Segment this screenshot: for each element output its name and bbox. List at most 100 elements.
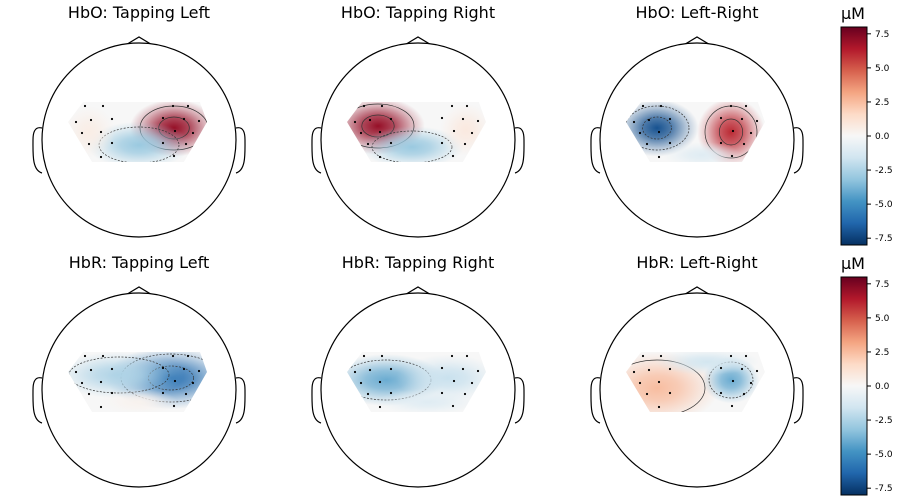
sensor-marker	[89, 368, 93, 372]
sensor-marker	[470, 381, 474, 385]
sensor-marker	[719, 366, 723, 370]
topomap-image	[626, 102, 765, 162]
left-ear-outline	[311, 127, 322, 174]
sensor-marker	[110, 117, 114, 121]
sensor-marker	[440, 366, 444, 370]
left-ear-outline	[590, 127, 601, 174]
colorbar-tick-label: 2.5	[875, 348, 889, 358]
right-ear-outline	[514, 127, 525, 174]
sensor-marker	[87, 142, 91, 146]
panel-title: HbR: Tapping Right	[342, 253, 495, 272]
colorbar-tick-label: 7.5	[875, 30, 889, 40]
sensor-marker	[74, 120, 78, 124]
sensor-marker	[641, 354, 645, 358]
contour-line	[98, 126, 180, 162]
sensor-marker	[731, 379, 735, 383]
sensor-marker	[378, 405, 382, 409]
sensor-marker	[668, 141, 672, 145]
colorbar-tick-label: -2.5	[875, 166, 893, 176]
topomap-panel: HbR: Tapping Right	[311, 253, 525, 488]
colorbar-tick-label: 5.0	[875, 64, 890, 74]
left-ear-outline	[311, 377, 322, 424]
sensor-marker	[378, 155, 382, 159]
sensor-marker	[83, 354, 87, 358]
right-ear-outline	[793, 127, 804, 174]
sensor-marker	[647, 368, 651, 372]
sensor-marker	[729, 104, 733, 108]
sensor-marker	[744, 354, 748, 358]
colorbar: µM 7.5 5.0 2.5 0.0 -2.5 -5.0 -7.5	[840, 4, 893, 246]
contour-line	[718, 118, 744, 146]
colorbar-tick-label: 2.5	[875, 98, 889, 108]
left-ear-outline	[32, 127, 43, 174]
right-ear-outline	[514, 377, 525, 424]
sensor-marker	[184, 392, 188, 396]
colorbar-tick-label: -7.5	[875, 234, 893, 244]
sensor-marker	[110, 367, 114, 371]
sensor-marker	[668, 117, 672, 121]
sensor-marker	[161, 366, 165, 370]
panel-title: HbR: Left-Right	[636, 253, 757, 272]
activation-blob	[663, 142, 741, 162]
sensor-marker	[101, 354, 105, 358]
contour-line	[626, 105, 690, 151]
sensor-marker	[80, 381, 84, 385]
sensor-marker	[749, 381, 753, 385]
activation-blob	[68, 352, 184, 399]
sensor-marker	[657, 380, 661, 384]
sensor-marker	[89, 118, 93, 122]
colorbar-bar	[840, 26, 868, 246]
sensor-marker	[362, 104, 366, 108]
sensor-marker	[173, 129, 177, 133]
sensor-marker	[659, 354, 663, 358]
colorbar-unit: µM	[841, 4, 865, 23]
activation-blob	[376, 389, 480, 412]
sensor-marker	[657, 155, 661, 159]
sensor-marker	[389, 117, 393, 121]
sensor-marker	[452, 379, 456, 383]
sensor-marker	[389, 141, 393, 145]
sensor-marker	[110, 141, 114, 145]
sensor-marker	[368, 118, 372, 122]
sensor-marker	[476, 369, 480, 373]
colorbar-tick-label: 5.0	[875, 314, 890, 324]
topomap-panel: HbR: Tapping Left	[32, 253, 246, 488]
topomap-image	[347, 102, 486, 162]
colorbar-bar	[840, 276, 868, 496]
sensor-marker	[161, 391, 165, 395]
sensor-marker	[740, 367, 744, 371]
sensor-marker	[101, 104, 105, 108]
topomap-image	[68, 102, 207, 162]
sensor-marker	[378, 380, 382, 384]
sensor-marker	[440, 116, 444, 120]
colorbar-tick-label: 0.0	[875, 382, 890, 392]
sensor-marker	[380, 354, 384, 358]
sensor-marker	[730, 404, 734, 408]
sensor-marker	[470, 131, 474, 135]
sensor-marker	[465, 354, 469, 358]
sensor-marker	[632, 370, 636, 374]
topomap-image	[68, 352, 207, 412]
sensor-marker	[451, 404, 455, 408]
sensor-marker	[744, 104, 748, 108]
sensor-marker	[99, 155, 103, 159]
topomap-panel: HbO: Left-Right	[590, 3, 804, 238]
sensor-marker	[182, 367, 186, 371]
sensor-marker	[749, 131, 753, 135]
sensor-marker	[476, 119, 480, 123]
sensor-marker	[452, 129, 456, 133]
sensor-marker	[668, 391, 672, 395]
right-ear-outline	[235, 377, 246, 424]
sensor-marker	[197, 119, 201, 123]
sensor-marker	[719, 116, 723, 120]
topomap-panel: HbO: Tapping Left	[32, 3, 246, 238]
sensor-marker	[668, 367, 672, 371]
contour-line	[642, 116, 672, 140]
sensor-marker	[378, 130, 382, 134]
activation-blob	[360, 126, 464, 162]
sensor-marker	[451, 154, 455, 158]
right-ear-outline	[793, 377, 804, 424]
topomap-panel: HbR: Left-Right	[590, 253, 804, 488]
sensor-marker	[161, 141, 165, 145]
